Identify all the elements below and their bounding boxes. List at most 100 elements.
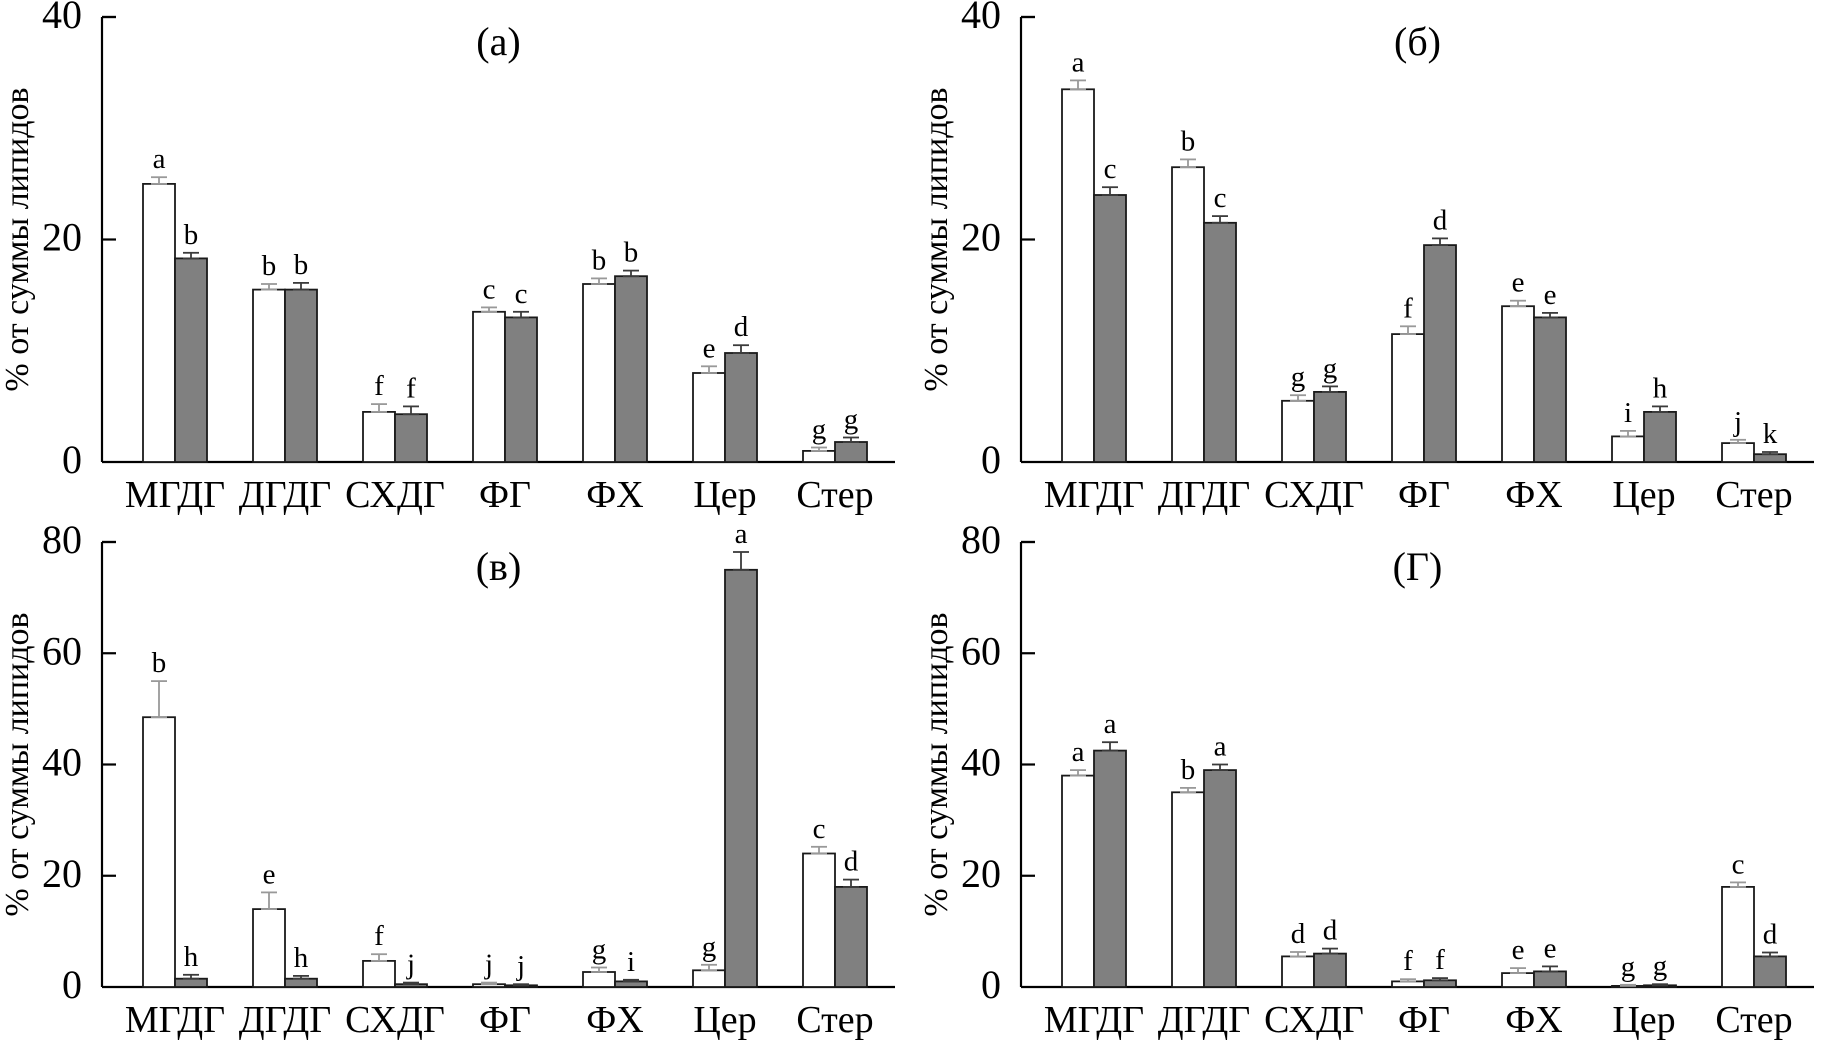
svg-text:(a): (a)	[476, 19, 520, 64]
svg-text:j: j	[484, 949, 493, 981]
svg-text:g: g	[812, 414, 827, 446]
svg-text:40: 40	[42, 740, 82, 785]
svg-text:h: h	[1653, 372, 1668, 404]
svg-text:a: a	[1072, 736, 1085, 768]
svg-text:Цер: Цер	[1612, 474, 1675, 516]
svg-text:k: k	[1763, 418, 1778, 450]
svg-text:d: d	[844, 846, 859, 878]
svg-text:ДГДГ: ДГДГ	[239, 999, 331, 1041]
svg-text:g: g	[1653, 950, 1668, 982]
svg-text:МГДГ: МГДГ	[1044, 999, 1144, 1041]
svg-text:e: e	[263, 858, 276, 890]
svg-text:b: b	[262, 250, 277, 282]
svg-text:f: f	[374, 920, 384, 952]
svg-text:(б): (б)	[1394, 19, 1441, 64]
svg-text:ФХ: ФХ	[586, 999, 643, 1041]
svg-text:c: c	[483, 273, 496, 305]
svg-text:c: c	[813, 813, 826, 845]
svg-text:f: f	[1403, 945, 1413, 977]
svg-text:Стер: Стер	[796, 999, 873, 1041]
svg-text:e: e	[703, 332, 716, 364]
svg-text:i: i	[627, 946, 635, 978]
svg-text:Цер: Цер	[693, 999, 756, 1041]
svg-text:a: a	[1072, 46, 1085, 78]
svg-text:g: g	[1323, 352, 1338, 384]
svg-text:60: 60	[42, 628, 82, 673]
svg-text:СХДГ: СХДГ	[1264, 474, 1364, 516]
svg-text:c: c	[1732, 848, 1745, 880]
svg-text:60: 60	[961, 628, 1001, 673]
svg-text:0: 0	[981, 962, 1001, 1007]
svg-text:Цер: Цер	[693, 474, 756, 516]
svg-text:ДГДГ: ДГДГ	[1158, 474, 1250, 516]
svg-text:f: f	[374, 370, 384, 402]
svg-text:20: 20	[961, 215, 1001, 260]
svg-text:b: b	[1181, 754, 1196, 786]
svg-text:j: j	[406, 949, 415, 981]
svg-text:g: g	[1621, 951, 1636, 983]
svg-text:e: e	[1512, 267, 1525, 299]
svg-text:% от суммы липидов: % от суммы липидов	[0, 612, 36, 916]
svg-text:Стер: Стер	[796, 474, 873, 516]
svg-text:СХДГ: СХДГ	[345, 999, 445, 1041]
svg-text:a: a	[735, 525, 748, 550]
svg-text:80: 80	[42, 525, 82, 562]
svg-text:c: c	[1104, 153, 1117, 185]
svg-text:ФГ: ФГ	[479, 474, 531, 516]
svg-text:ФХ: ФХ	[586, 474, 643, 516]
svg-text:20: 20	[42, 851, 82, 896]
svg-text:20: 20	[42, 215, 82, 260]
svg-text:d: d	[1763, 919, 1778, 951]
svg-text:ФХ: ФХ	[1505, 999, 1562, 1041]
svg-text:b: b	[184, 219, 199, 251]
svg-text:c: c	[515, 278, 528, 310]
svg-text:e: e	[1544, 279, 1557, 311]
svg-text:ФГ: ФГ	[1398, 999, 1450, 1041]
svg-text:g: g	[592, 934, 607, 966]
svg-text:(в): (в)	[476, 544, 522, 589]
svg-text:ФХ: ФХ	[1505, 474, 1562, 516]
svg-text:МГДГ: МГДГ	[1044, 474, 1144, 516]
svg-text:d: d	[1291, 918, 1306, 950]
svg-text:40: 40	[42, 0, 82, 37]
svg-text:% от суммы липидов: % от суммы липидов	[919, 612, 955, 916]
svg-text:d: d	[734, 311, 749, 343]
svg-text:Цер: Цер	[1612, 999, 1675, 1041]
svg-text:b: b	[624, 237, 639, 269]
svg-text:40: 40	[961, 740, 1001, 785]
svg-text:40: 40	[961, 0, 1001, 37]
svg-text:80: 80	[961, 525, 1001, 562]
svg-text:a: a	[1104, 708, 1117, 740]
svg-text:МГДГ: МГДГ	[125, 999, 225, 1041]
svg-text:f: f	[1435, 944, 1445, 976]
svg-text:(Г): (Г)	[1393, 544, 1443, 589]
svg-text:0: 0	[62, 437, 82, 482]
svg-text:d: d	[1433, 204, 1448, 236]
svg-text:% от суммы липидов: % от суммы липидов	[0, 87, 36, 391]
svg-text:СХДГ: СХДГ	[345, 474, 445, 516]
svg-text:g: g	[702, 931, 717, 963]
svg-text:j: j	[516, 950, 525, 982]
svg-text:0: 0	[981, 437, 1001, 482]
svg-text:b: b	[592, 244, 607, 276]
svg-text:j: j	[1733, 406, 1742, 438]
svg-text:20: 20	[961, 851, 1001, 896]
svg-text:i: i	[1624, 397, 1632, 429]
svg-text:ДГДГ: ДГДГ	[1158, 999, 1250, 1041]
svg-text:g: g	[844, 404, 859, 436]
svg-text:ФГ: ФГ	[479, 999, 531, 1041]
svg-text:h: h	[294, 942, 309, 974]
svg-text:Стер: Стер	[1715, 999, 1792, 1041]
svg-text:h: h	[184, 941, 199, 973]
svg-text:СХДГ: СХДГ	[1264, 999, 1364, 1041]
svg-text:Стер: Стер	[1715, 474, 1792, 516]
svg-text:f: f	[406, 372, 416, 404]
svg-text:0: 0	[62, 962, 82, 1007]
svg-text:b: b	[1181, 125, 1196, 157]
svg-text:b: b	[294, 249, 309, 281]
svg-text:g: g	[1291, 361, 1306, 393]
svg-text:e: e	[1512, 934, 1525, 966]
svg-text:d: d	[1323, 915, 1338, 947]
svg-text:e: e	[1544, 932, 1557, 964]
svg-text:c: c	[1214, 182, 1227, 214]
